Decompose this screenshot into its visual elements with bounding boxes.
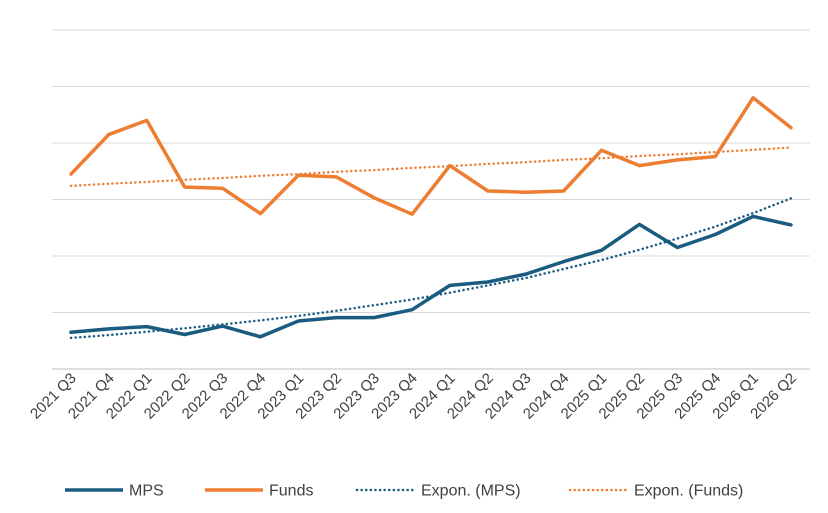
series-line-mps — [69, 214, 793, 339]
series-line-funds — [69, 96, 793, 216]
legend-label: Expon. (MPS) — [421, 483, 521, 500]
legend: MPS Funds Expon. (MPS) Expon. (Funds) — [65, 483, 743, 500]
legend-label: Funds — [269, 483, 313, 500]
series-line-expon-funds — [69, 146, 793, 188]
gridlines — [52, 29, 810, 370]
legend-label: Expon. (Funds) — [634, 483, 743, 500]
series-lines — [69, 96, 793, 340]
series-line-expon-mps — [69, 197, 793, 340]
legend-label: MPS — [129, 483, 164, 500]
